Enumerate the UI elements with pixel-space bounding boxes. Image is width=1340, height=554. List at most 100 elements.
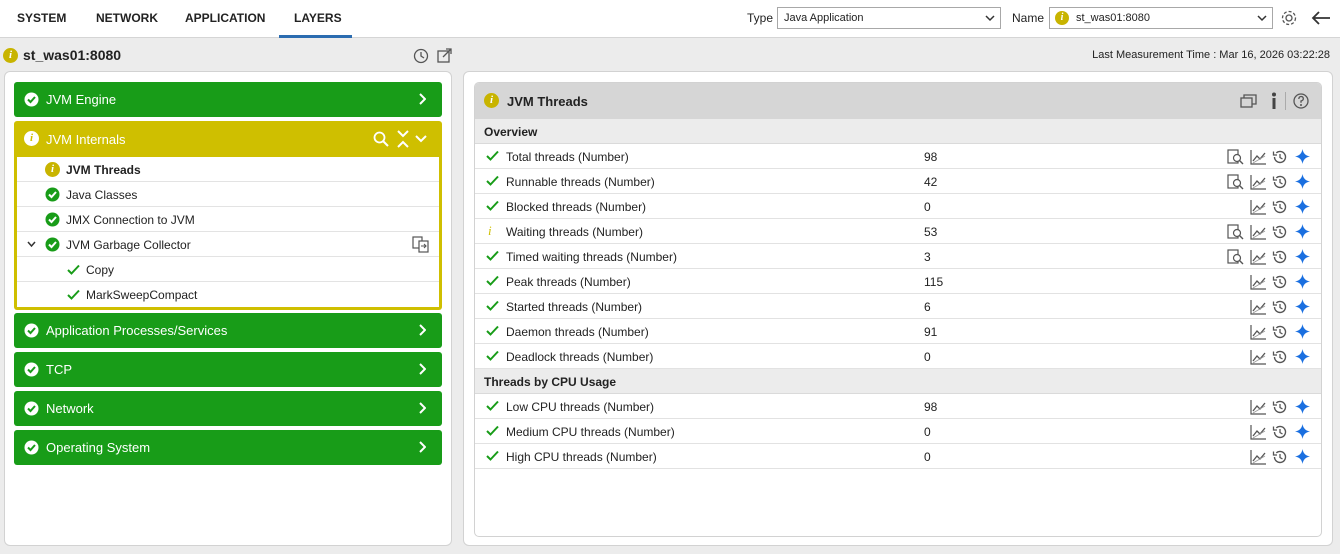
- check-icon: [486, 400, 499, 411]
- multi-window-icon[interactable]: [1240, 94, 1257, 108]
- info-status-icon: i: [24, 131, 39, 146]
- collapse-all-icon[interactable]: [396, 129, 410, 149]
- detailed-diagnosis-icon[interactable]: [1227, 149, 1244, 165]
- history-icon[interactable]: [1272, 149, 1288, 165]
- history-icon[interactable]: [1272, 224, 1288, 240]
- type-label: Type: [747, 11, 774, 25]
- name-select[interactable]: i st_was01:8080: [1049, 7, 1273, 29]
- detailed-diagnosis-icon[interactable]: [1227, 174, 1244, 190]
- measure-row: High CPU threads (Number) 0: [475, 444, 1321, 469]
- graph-icon[interactable]: [1250, 349, 1267, 365]
- test-item-garbage-collector[interactable]: JVM Garbage Collector: [17, 232, 439, 257]
- compare-descriptors-icon[interactable]: [412, 236, 429, 253]
- history-icon[interactable]: [1272, 324, 1288, 340]
- graph-icon[interactable]: [1250, 449, 1267, 465]
- section-header: Threads by CPU Usage: [475, 369, 1321, 394]
- check-circle-icon: [24, 440, 39, 455]
- sparkle-icon[interactable]: [1295, 249, 1310, 264]
- graph-icon[interactable]: [1250, 299, 1267, 315]
- detailed-diagnosis-icon[interactable]: [1227, 249, 1244, 265]
- graph-icon[interactable]: [1250, 324, 1267, 340]
- measure-value: 0: [924, 425, 931, 439]
- detailed-diagnosis-icon[interactable]: [1227, 224, 1244, 240]
- measures-panel: i JVM Threads Overview Total threads (Num…: [463, 71, 1333, 546]
- graph-icon[interactable]: [1250, 199, 1267, 215]
- graph-icon[interactable]: [1250, 174, 1267, 190]
- info-icon[interactable]: [1270, 92, 1278, 110]
- measure-row: Peak threads (Number) 115: [475, 269, 1321, 294]
- section-header: Overview: [475, 119, 1321, 144]
- sparkle-icon[interactable]: [1295, 299, 1310, 314]
- sparkle-icon[interactable]: [1295, 399, 1310, 414]
- test-list: i JVM Threads Java Classes JMX Connectio…: [17, 157, 439, 307]
- graph-icon[interactable]: [1250, 224, 1267, 240]
- sparkle-icon[interactable]: [1295, 324, 1310, 339]
- graph-icon[interactable]: [1250, 274, 1267, 290]
- check-circle-icon: [24, 401, 39, 416]
- layer-application-processes[interactable]: Application Processes/Services: [14, 313, 442, 348]
- measure-row: Total threads (Number) 98: [475, 144, 1321, 169]
- history-icon[interactable]: [1272, 199, 1288, 215]
- chevron-right-icon: [419, 402, 426, 414]
- back-arrow-icon[interactable]: [1310, 9, 1332, 27]
- chevron-right-icon: [419, 93, 426, 105]
- layer-network[interactable]: Network: [14, 391, 442, 426]
- sparkle-icon[interactable]: [1295, 199, 1310, 214]
- test-item-gc-copy[interactable]: Copy: [17, 257, 439, 282]
- history-icon[interactable]: [1272, 449, 1288, 465]
- tab-network[interactable]: NETWORK: [96, 11, 158, 25]
- check-circle-icon: [24, 362, 39, 377]
- check-circle-icon: [45, 237, 60, 252]
- test-item-jmx-connection[interactable]: JMX Connection to JVM: [17, 207, 439, 232]
- search-icon[interactable]: [373, 131, 389, 147]
- sparkle-icon[interactable]: [1295, 224, 1310, 239]
- history-icon[interactable]: [1272, 349, 1288, 365]
- host-header: i st_was01:8080 Last Measurement Time : …: [0, 40, 1340, 70]
- help-icon[interactable]: [1293, 93, 1309, 109]
- chevron-down-icon[interactable]: [415, 134, 427, 143]
- history-icon[interactable]: [1272, 249, 1288, 265]
- layer-label[interactable]: JVM Internals: [46, 132, 126, 147]
- graph-icon[interactable]: [1250, 149, 1267, 165]
- graph-icon[interactable]: [1250, 424, 1267, 440]
- measure-name: Daemon threads (Number): [506, 325, 649, 339]
- history-icon[interactable]: [1272, 299, 1288, 315]
- sparkle-icon[interactable]: [1295, 424, 1310, 439]
- layer-tcp[interactable]: TCP: [14, 352, 442, 387]
- sparkle-icon[interactable]: [1295, 174, 1310, 189]
- sparkle-icon[interactable]: [1295, 274, 1310, 289]
- check-icon: [486, 450, 499, 461]
- history-icon[interactable]: [1272, 274, 1288, 290]
- graph-icon[interactable]: [1250, 249, 1267, 265]
- history-icon[interactable]: [1272, 174, 1288, 190]
- layer-jvm-engine[interactable]: JVM Engine: [14, 82, 442, 117]
- chevron-down-icon[interactable]: [27, 241, 36, 248]
- history-icon[interactable]: [1272, 424, 1288, 440]
- measure-name: Deadlock threads (Number): [506, 350, 654, 364]
- test-item-java-classes[interactable]: Java Classes: [17, 182, 439, 207]
- measure-name: Runnable threads (Number): [506, 175, 655, 189]
- card-header: i JVM Threads: [475, 83, 1321, 119]
- gear-icon[interactable]: [1280, 9, 1298, 27]
- tab-layers[interactable]: LAYERS: [279, 0, 352, 38]
- measure-row: i Waiting threads (Number) 53: [475, 219, 1321, 244]
- graph-icon[interactable]: [1250, 399, 1267, 415]
- test-item-gc-marksweepcompact[interactable]: MarkSweepCompact: [17, 282, 439, 307]
- test-item-jvm-threads[interactable]: i JVM Threads: [17, 157, 439, 182]
- check-icon: [486, 150, 499, 161]
- measure-name: Timed waiting threads (Number): [506, 250, 677, 264]
- type-select[interactable]: Java Application: [777, 7, 1001, 29]
- tab-system[interactable]: SYSTEM: [17, 11, 67, 25]
- check-icon: [67, 289, 80, 300]
- history-icon[interactable]: [1272, 399, 1288, 415]
- external-window-icon[interactable]: [436, 47, 453, 64]
- sparkle-icon[interactable]: [1295, 349, 1310, 364]
- test-label: Copy: [86, 263, 115, 277]
- sparkle-icon[interactable]: [1295, 149, 1310, 164]
- tab-application[interactable]: APPLICATION: [185, 11, 266, 25]
- layer-operating-system[interactable]: Operating System: [14, 430, 442, 465]
- alarm-icon[interactable]: [413, 48, 429, 64]
- sparkle-icon[interactable]: [1295, 449, 1310, 464]
- chevron-right-icon: [419, 324, 426, 336]
- measure-row: Started threads (Number) 6: [475, 294, 1321, 319]
